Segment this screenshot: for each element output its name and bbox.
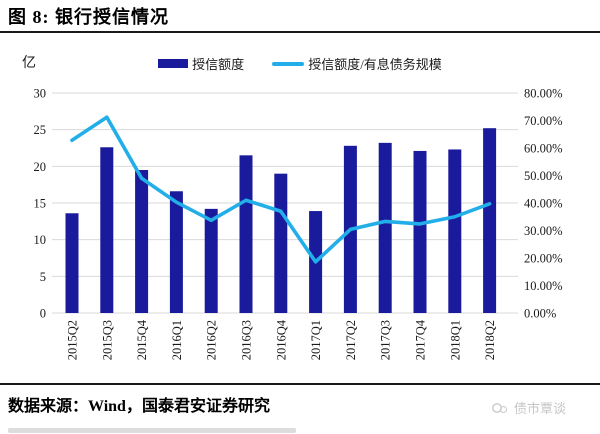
bar-2016Q2 xyxy=(204,208,218,313)
line-series-swatch xyxy=(272,61,305,66)
bar-2015Q4 xyxy=(135,170,149,313)
right-axis-tick-label: 30.00% xyxy=(524,224,563,238)
bar-series-label: 授信额度 xyxy=(192,57,245,72)
x-axis-label-2018Q1: 2018Q1 xyxy=(448,320,462,360)
bottom-divider xyxy=(8,428,296,433)
bar-2018Q1 xyxy=(448,149,462,313)
right-axis-tick-label: 50.00% xyxy=(524,169,563,183)
footer-divider xyxy=(0,383,600,385)
left-axis-tick-label: 10 xyxy=(34,233,47,247)
x-axis-label-2018Q2: 2018Q2 xyxy=(483,320,497,360)
bar-2017Q3 xyxy=(378,142,392,313)
legend-item-bar-series: 授信额度 xyxy=(158,54,244,73)
bar-series-swatch xyxy=(158,59,189,68)
right-axis-tick-label: 20.00% xyxy=(524,252,563,266)
right-axis-tick-label: 70.00% xyxy=(524,114,563,128)
bar-2017Q4 xyxy=(413,150,427,313)
x-axis-label-2016Q2: 2016Q2 xyxy=(205,320,219,360)
title-divider xyxy=(0,31,600,33)
watermark-text: 债市覃谈 xyxy=(514,401,567,416)
x-axis-label-2016Q4: 2016Q4 xyxy=(274,319,288,360)
x-axis-label-2017Q1: 2017Q1 xyxy=(309,320,323,360)
right-axis-tick-label: 0.00% xyxy=(524,307,556,321)
figure-title-bar: 图 8: 银行授信情况 xyxy=(8,2,169,30)
x-axis-label-2015Q3: 2015Q3 xyxy=(100,320,114,360)
left-axis-tick-label: 15 xyxy=(34,197,47,211)
ratio-line xyxy=(70,115,492,264)
left-axis-unit-label: 亿 xyxy=(22,56,36,71)
x-axis-label-2016Q3: 2016Q3 xyxy=(240,320,254,360)
chart-legend: 授信额度 授信额度/有息债务规模 xyxy=(0,54,600,73)
right-axis-tick-label: 40.00% xyxy=(524,197,563,211)
x-axis-label-2017Q3: 2017Q3 xyxy=(379,320,393,360)
right-axis-tick-label: 10.00% xyxy=(524,279,563,293)
data-source-note: 数据来源：Wind，国泰君安证券研究 xyxy=(8,398,270,415)
right-axis-tick-label: 60.00% xyxy=(524,142,563,156)
x-axis-label-2016Q1: 2016Q1 xyxy=(170,320,184,360)
bar-2016Q4 xyxy=(274,173,288,313)
figure-title: 图 8: 银行授信情况 xyxy=(8,7,169,27)
bar-2016Q1 xyxy=(169,191,183,313)
left-axis-tick-label: 25 xyxy=(34,123,47,137)
x-axis-label-2015Q4: 2015Q4 xyxy=(135,319,149,360)
x-axis-label-2017Q4: 2017Q4 xyxy=(414,319,428,360)
bar-2016Q3 xyxy=(239,155,253,313)
left-axis-tick-label: 5 xyxy=(40,270,46,284)
x-axis-label-2017Q2: 2017Q2 xyxy=(344,320,358,360)
left-axis-tick-label: 30 xyxy=(34,87,47,101)
watermark: 债市覃谈 xyxy=(492,398,566,417)
right-axis-tick-label: 80.00% xyxy=(524,87,563,101)
bar-2015Q3 xyxy=(100,147,114,313)
bar-2018Q2 xyxy=(483,128,497,313)
line-series-label: 授信额度/有息债务规模 xyxy=(308,57,442,72)
legend-item-line-series: 授信额度/有息债务规模 xyxy=(272,54,442,73)
watermark-logo-icon xyxy=(492,402,508,413)
x-axis-label-2015Q2: 2015Q2 xyxy=(66,320,80,360)
bar-2015Q2 xyxy=(65,213,79,313)
left-axis-tick-label: 20 xyxy=(34,160,47,174)
left-axis-tick-label: 0 xyxy=(40,307,46,321)
combo-chart-plot: 30 25 20 15 10 5 0 80.00% 70.00% 60.00% 50.00% 40.0… xyxy=(34,87,563,361)
